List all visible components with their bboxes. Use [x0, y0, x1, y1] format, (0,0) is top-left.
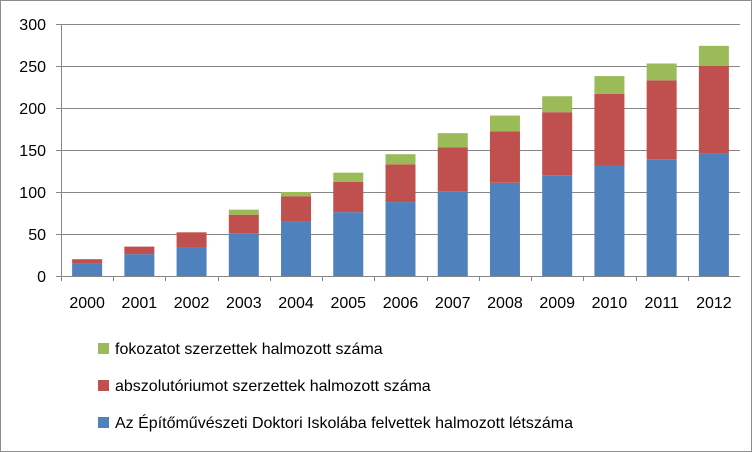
x-tick-label: 2007 [435, 295, 471, 312]
bar-segment-2006-series-2 [385, 154, 416, 165]
x-tick-label: 2004 [278, 295, 314, 312]
bar-segment-2010-series-1 [594, 93, 625, 166]
bar-segment-2005-series-0 [333, 212, 364, 276]
x-tick-label: 2012 [696, 295, 732, 312]
legend-label-series-1: abszolutóriumot szerzettek halmozott szá… [115, 378, 431, 395]
bar-segment-2009-series-2 [542, 96, 573, 113]
y-tick-label: 200 [19, 101, 46, 118]
bar-segment-2004-series-0 [281, 221, 312, 276]
legend: fokozatot szerzettek halmozott száma absz… [98, 341, 573, 432]
x-tick-label: 2001 [122, 295, 158, 312]
bar-segment-2002-series-0 [176, 247, 207, 276]
bar-segment-2001-series-0 [124, 254, 155, 276]
bar-segment-2012-series-1 [698, 66, 729, 154]
bar-segment-2007-series-1 [437, 147, 468, 192]
bar-segment-2000-series-0 [72, 263, 103, 276]
legend-swatch-series-1 [98, 380, 109, 391]
x-tick-label: 2005 [330, 295, 366, 312]
bar-segment-2000-series-1 [72, 259, 103, 264]
x-tick-label: 2008 [487, 295, 523, 312]
bar-segment-2003-series-2 [228, 209, 259, 215]
bar-segment-2008-series-1 [489, 131, 520, 183]
bar-segment-2004-series-2 [281, 192, 312, 197]
bar-segment-2001-series-1 [124, 246, 155, 255]
bar-segment-2006-series-1 [385, 164, 416, 203]
bar-segment-2003-series-0 [228, 233, 259, 276]
y-tick-label: 300 [19, 17, 46, 34]
y-tick-label: 50 [28, 227, 46, 244]
legend-swatch-series-2 [98, 343, 109, 354]
legend-swatch-series-0 [98, 417, 109, 428]
gridlines [61, 24, 740, 235]
x-tick-label: 2002 [174, 295, 210, 312]
bar-segment-2011-series-2 [646, 63, 677, 81]
bar-segment-2004-series-1 [281, 196, 312, 222]
bar-segment-2007-series-2 [437, 133, 468, 148]
bar-segment-2006-series-0 [385, 202, 416, 276]
bar-segment-2005-series-1 [333, 181, 364, 213]
x-tick-label: 2003 [226, 295, 262, 312]
x-tick-label: 2000 [69, 295, 105, 312]
x-tick-label: 2009 [539, 295, 575, 312]
bar-segment-2012-series-0 [698, 153, 729, 276]
legend-label-series-0: Az Építőművészeti Doktori Iskolába felve… [115, 413, 573, 432]
bar-segment-2008-series-0 [489, 182, 520, 276]
bar-segment-2007-series-0 [437, 191, 468, 276]
bar-segment-2010-series-2 [594, 76, 625, 94]
bar-segment-2009-series-1 [542, 112, 573, 176]
bar-segment-2012-series-2 [698, 45, 729, 66]
x-tick-label: 2006 [383, 295, 419, 312]
bar-segment-2011-series-1 [646, 80, 677, 160]
bar-segment-2010-series-0 [594, 165, 625, 276]
y-tick-label: 150 [19, 143, 46, 160]
bar-segment-2011-series-0 [646, 159, 677, 276]
bar-segment-2002-series-1 [176, 232, 207, 248]
y-tick-label: 0 [37, 269, 46, 286]
y-tick-label: 250 [19, 59, 46, 76]
x-tick-label: 2010 [592, 295, 628, 312]
bar-segment-2008-series-2 [489, 115, 520, 132]
bar-segment-2009-series-0 [542, 175, 573, 276]
bar-segment-2003-series-1 [228, 214, 259, 234]
axes: 0 50 100 150 200 250 300 2000 2001 2002 2003 2004 20… [19, 17, 740, 312]
bars [72, 45, 729, 276]
bar-segment-2005-series-2 [333, 172, 364, 182]
y-tick-label: 100 [19, 185, 46, 202]
x-tick-label: 2011 [644, 295, 679, 312]
legend-label-series-2: fokozatot szerzettek halmozott száma [115, 341, 383, 358]
